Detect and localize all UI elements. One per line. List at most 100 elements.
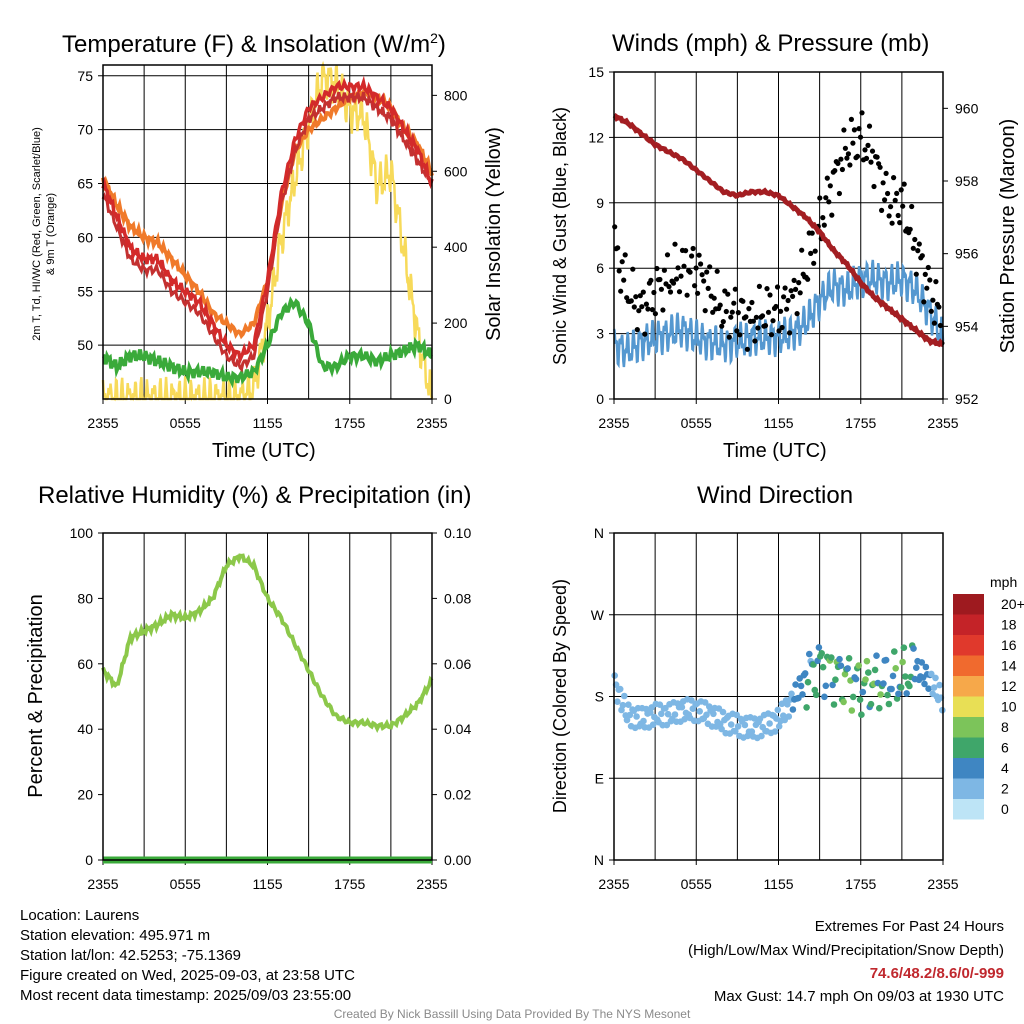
direction-point [897,684,905,691]
gust-point [874,154,880,160]
gust-point [666,284,672,290]
gust-point [683,248,689,254]
gust-point [770,318,776,324]
gust-point [726,334,732,340]
gust-point [883,170,889,176]
gust-point [907,226,913,232]
gust-point [660,307,666,313]
gust-point [910,245,916,251]
gust-point [634,327,640,333]
legend-swatch [953,635,984,656]
y-tick-label: E [595,770,604,786]
created-text: Figure created on Wed, 2025-09-03, at 23… [20,967,355,984]
gust-point [927,277,933,283]
extremes-title: Extremes For Past 24 Hours [814,918,1004,935]
direction-point [633,713,640,720]
direction-point [832,676,839,683]
legend-label: 18 [1001,617,1017,633]
latlon-text: Station lat/lon: 42.5253; -75.1369 [20,947,242,964]
gust-point [805,276,811,282]
series-wind-line [612,259,945,369]
series-rh-line [101,553,434,734]
direction-point [803,704,810,711]
direction-point [789,706,797,713]
y2-tick-label: 400 [444,239,468,255]
gust-point [879,207,885,213]
gust-point [720,319,726,325]
gust-point [851,127,858,133]
x-tick-label: 0555 [681,415,712,431]
gust-point [925,264,931,271]
elevation-text: Station elevation: 495.971 m [20,927,211,944]
legend-label: 2 [1001,781,1009,797]
direction-point [918,659,926,666]
gust-point [732,286,738,292]
direction-point [892,665,899,672]
direction-point [895,690,902,698]
direction-point [899,658,906,666]
x-tick-label: 1155 [763,415,793,431]
gust-point [615,245,621,251]
gust-point [633,294,639,300]
gust-point [640,289,646,295]
direction-point [616,685,624,693]
direction-point [806,650,813,658]
x-tick-label: 0555 [681,876,712,892]
direction-point [812,691,820,699]
direction-ylabel: Direction (Colored By Speed) [550,579,570,813]
gust-point [735,310,741,316]
gust-point [936,304,942,310]
gust-point [755,325,761,331]
gust-point [731,300,737,306]
gust-point [764,286,770,292]
gust-point [901,181,907,187]
direction-point [884,691,891,699]
gust-point [894,190,900,196]
plot-border [102,532,433,861]
gust-point [835,160,841,166]
credit-text: Created By Nick Bassill Using Data Provi… [333,1007,691,1021]
gust-point [915,248,921,254]
gust-point [848,116,855,122]
gust-point [895,212,901,219]
gust-point [817,195,823,201]
wind-direction-title: Wind Direction [697,482,854,509]
direction-point [859,688,867,696]
gust-point [882,197,888,203]
gust-point [868,159,874,165]
gust-point [937,322,944,329]
legend-swatch [953,717,984,738]
direction-point [902,673,909,680]
direction-point [876,704,883,712]
direction-point [858,711,865,718]
gust-point [649,307,656,313]
gust-point [678,273,684,279]
y-tick-label: 80 [77,590,93,606]
gust-point [672,241,678,247]
direction-point [925,685,932,692]
gust-point [811,260,817,266]
y-tick-label: 15 [588,64,604,80]
gust-point [856,126,862,132]
y-tick-label: 55 [77,283,93,299]
direction-point [718,725,725,733]
legend-label: 16 [1001,637,1017,653]
direction-point [871,666,879,674]
direction-point [818,650,825,657]
humidity-ylabel: Percent & Precipitation [25,594,47,797]
gust-point [698,261,704,267]
legend-swatch [953,799,984,820]
gust-point [909,203,915,210]
gust-point [930,297,936,303]
gust-point [773,303,779,310]
legend-swatch [953,758,984,779]
gust-point [793,286,799,292]
y2-tick-label: 960 [955,100,979,116]
x-tick-label: 1755 [334,415,365,431]
x-tick-label: 1155 [252,876,282,892]
y2-tick-label: 600 [444,163,468,179]
gust-point [737,332,743,338]
humidity-title: Relative Humidity (%) & Precipitation (i… [38,482,472,509]
y-tick-label: 65 [77,176,93,192]
direction-point [903,690,910,697]
